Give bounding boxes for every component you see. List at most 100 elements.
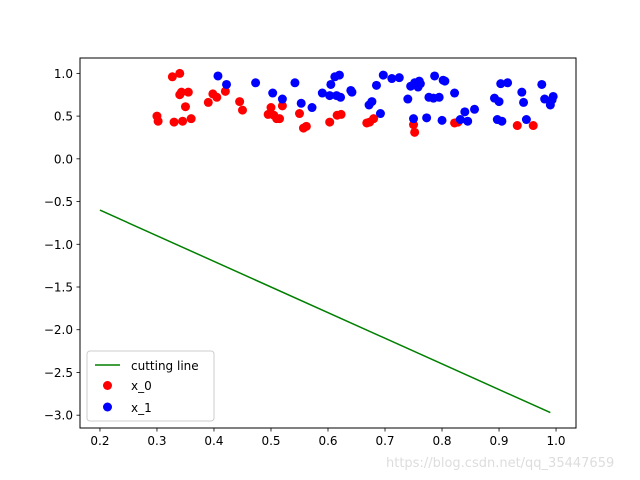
point-x-0 bbox=[167, 72, 177, 82]
x-tick-label: 0.6 bbox=[318, 434, 337, 448]
point-x-0 bbox=[178, 116, 188, 126]
point-x-0 bbox=[153, 116, 163, 126]
x-tick-label: 0.2 bbox=[90, 434, 109, 448]
point-x-1 bbox=[494, 97, 504, 107]
point-x-1 bbox=[325, 91, 335, 101]
point-x-1 bbox=[317, 88, 327, 98]
point-x-1 bbox=[450, 88, 460, 98]
point-x-0 bbox=[294, 109, 304, 119]
x-tick-label: 1.0 bbox=[546, 434, 565, 448]
point-x-1 bbox=[268, 88, 278, 98]
point-x-1 bbox=[503, 78, 513, 88]
point-x-1 bbox=[460, 107, 470, 117]
point-x-1 bbox=[437, 115, 447, 125]
y-tick-label: 0.5 bbox=[54, 110, 73, 124]
point-x-0 bbox=[180, 102, 190, 112]
legend: cutting line x_0 x_1 bbox=[86, 350, 215, 422]
point-x-1 bbox=[290, 78, 300, 88]
x-tick-label: 0.4 bbox=[204, 434, 223, 448]
point-x-0 bbox=[186, 114, 196, 124]
point-x-1 bbox=[463, 116, 473, 126]
x-tick-label: 0.5 bbox=[261, 434, 280, 448]
point-x-1 bbox=[394, 73, 404, 83]
point-x-1 bbox=[277, 94, 287, 104]
legend-marker-x0 bbox=[103, 381, 112, 390]
point-x-0 bbox=[301, 121, 311, 131]
series-line-cutting-line bbox=[99, 209, 551, 414]
point-x-1 bbox=[440, 76, 450, 86]
point-x-1 bbox=[347, 87, 357, 97]
y-tick-label: −1.0 bbox=[44, 238, 73, 252]
point-x-0 bbox=[203, 97, 213, 107]
y-axis: 1.0 0.5 0.0 −0.5 −1.0 −1.5 −2.0 −2.5 −3.0 bbox=[44, 67, 80, 423]
legend-box bbox=[86, 350, 215, 422]
point-x-1 bbox=[422, 113, 432, 123]
y-tick-label: −0.5 bbox=[44, 195, 73, 209]
legend-marker-x1 bbox=[103, 402, 112, 412]
x-axis: 0.2 0.3 0.4 0.5 0.6 0.7 0.8 0.9 1.0 bbox=[90, 428, 566, 448]
point-x-0 bbox=[336, 109, 346, 119]
x-tick-label: 0.8 bbox=[432, 434, 451, 448]
point-x-1 bbox=[415, 79, 425, 89]
legend-label-x1: x_1 bbox=[131, 401, 152, 415]
axes-frame bbox=[79, 57, 577, 429]
point-x-1 bbox=[307, 103, 317, 113]
point-x-1 bbox=[336, 92, 346, 102]
series-layer bbox=[99, 68, 558, 414]
y-tick-label: −2.5 bbox=[44, 366, 73, 380]
x-tick-label: 0.9 bbox=[489, 434, 508, 448]
y-tick-label: −2.0 bbox=[44, 323, 73, 337]
point-x-1 bbox=[334, 70, 344, 80]
point-x-1 bbox=[540, 94, 550, 104]
point-x-1 bbox=[470, 104, 480, 114]
y-tick-label: −3.0 bbox=[44, 409, 73, 423]
point-x-0 bbox=[220, 86, 230, 96]
point-x-1 bbox=[409, 114, 419, 124]
legend-label-x0: x_0 bbox=[131, 379, 152, 393]
point-x-0 bbox=[169, 117, 179, 127]
point-x-0 bbox=[176, 87, 186, 97]
point-x-1 bbox=[434, 92, 444, 102]
point-x-0 bbox=[235, 97, 245, 107]
point-x-1 bbox=[375, 109, 385, 119]
legend-label-cutting-line: cutting line bbox=[131, 359, 199, 373]
point-x-1 bbox=[519, 97, 529, 107]
point-x-1 bbox=[521, 115, 531, 125]
point-x-1 bbox=[378, 70, 388, 80]
point-x-1 bbox=[371, 80, 381, 90]
point-x-0 bbox=[369, 114, 379, 124]
y-tick-label: 0.0 bbox=[54, 152, 73, 166]
y-tick-label: 1.0 bbox=[54, 67, 73, 81]
y-tick-label: −1.5 bbox=[44, 281, 73, 295]
watermark: https://blog.csdn.net/qq_35447659 bbox=[386, 456, 614, 471]
point-x-1 bbox=[296, 98, 306, 108]
point-x-0 bbox=[325, 117, 335, 127]
point-x-0 bbox=[410, 127, 420, 137]
point-x-1 bbox=[548, 91, 558, 101]
x-tick-label: 0.3 bbox=[147, 434, 166, 448]
point-x-1 bbox=[213, 71, 223, 81]
point-x-1 bbox=[537, 79, 547, 89]
point-x-0 bbox=[277, 101, 287, 111]
point-x-0 bbox=[266, 103, 276, 113]
point-x-1 bbox=[387, 74, 397, 84]
point-x-0 bbox=[275, 114, 285, 124]
point-x-1 bbox=[251, 78, 261, 88]
x-tick-label: 0.7 bbox=[375, 434, 394, 448]
point-x-1 bbox=[403, 94, 413, 104]
point-x-1 bbox=[367, 97, 377, 107]
point-x-1 bbox=[455, 115, 465, 125]
point-x-0 bbox=[175, 68, 185, 78]
point-x-1 bbox=[497, 116, 507, 126]
point-x-0 bbox=[237, 105, 247, 115]
point-x-1 bbox=[326, 79, 336, 89]
point-x-1 bbox=[222, 79, 232, 89]
point-x-0 bbox=[183, 87, 193, 97]
point-x-1 bbox=[517, 87, 527, 97]
point-x-0 bbox=[528, 121, 538, 131]
point-x-0 bbox=[212, 92, 222, 102]
point-x-1 bbox=[496, 79, 506, 89]
point-x-0 bbox=[512, 121, 522, 131]
point-x-1 bbox=[430, 71, 440, 81]
